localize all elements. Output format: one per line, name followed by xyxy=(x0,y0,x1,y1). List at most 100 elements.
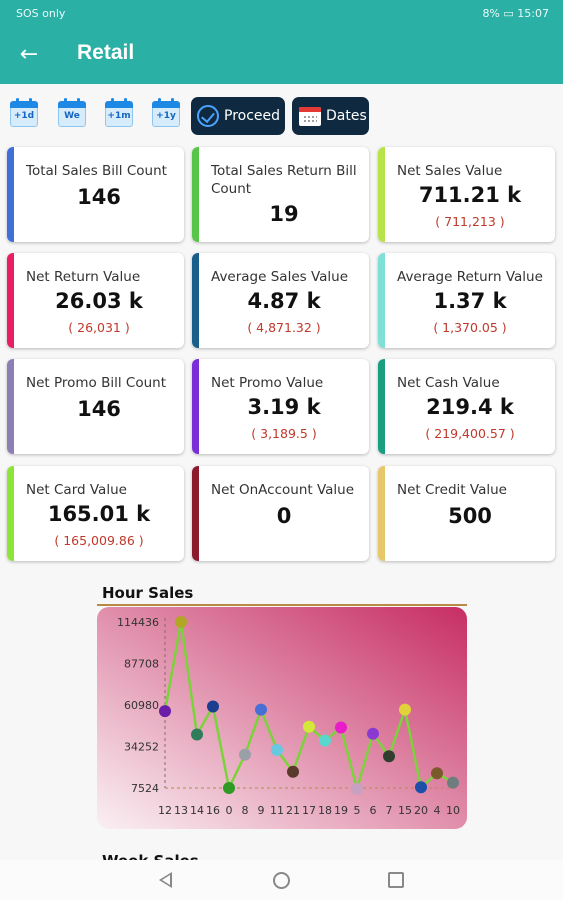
calendar-week-button[interactable]: We xyxy=(58,98,86,128)
x-tick-label: 12 xyxy=(158,804,172,817)
summary-card[interactable]: Net Return Value 26.03 k ( 26,031 ) xyxy=(7,253,184,348)
circle-home-icon[interactable] xyxy=(273,872,290,889)
card-label: Net Promo Value xyxy=(211,375,324,391)
card-label: Net OnAccount Value xyxy=(211,482,355,498)
battery-icon: ▭ xyxy=(503,7,514,20)
data-point[interactable] xyxy=(447,776,459,789)
card-value: 711.21 k xyxy=(418,183,522,207)
calendar-icon xyxy=(152,101,180,108)
card-value: 3.19 k xyxy=(247,395,321,419)
card-exact-value: ( 4,871.32 ) xyxy=(247,320,321,335)
summary-card[interactable]: Total Sales Return Bill Count 19 xyxy=(192,147,369,242)
x-tick-label: 15 xyxy=(398,804,412,817)
system-nav-bar xyxy=(0,860,563,900)
x-tick-label: 18 xyxy=(318,804,332,817)
summary-card[interactable]: Net Cash Value 219.4 k ( 219,400.57 ) xyxy=(378,359,555,454)
summary-card[interactable]: Average Sales Value 4.87 k ( 4,871.32 ) xyxy=(192,253,369,348)
card-value: 4.87 k xyxy=(247,289,321,313)
card-label: Net Cash Value xyxy=(397,375,500,391)
card-value: 146 xyxy=(77,185,121,209)
summary-card[interactable]: Net Credit Value 500 xyxy=(378,466,555,561)
card-accent-bar xyxy=(192,466,199,561)
card-label: Net Promo Bill Count xyxy=(26,375,167,391)
data-point[interactable] xyxy=(175,616,187,628)
calendar-plus-year-button[interactable]: +1y xyxy=(152,98,180,128)
summary-card[interactable]: Total Sales Bill Count 146 xyxy=(7,147,184,242)
card-label: Average Return Value xyxy=(397,269,543,285)
card-accent-bar xyxy=(378,147,385,242)
data-point[interactable] xyxy=(431,767,443,780)
data-point[interactable] xyxy=(159,705,171,718)
calendar-icon xyxy=(10,101,38,108)
summary-card[interactable]: Net Promo Bill Count 146 xyxy=(7,359,184,454)
arrow-left-icon[interactable]: ← xyxy=(19,42,39,67)
data-point[interactable] xyxy=(191,728,203,741)
card-exact-value: ( 26,031 ) xyxy=(68,320,130,335)
card-accent-bar xyxy=(7,253,14,348)
square-recent-icon[interactable] xyxy=(388,872,404,888)
dates-button[interactable]: Dates xyxy=(292,97,369,135)
hour-sales-title: Hour Sales xyxy=(102,584,194,602)
calendar-plus-month-button[interactable]: +1m xyxy=(105,98,133,128)
x-tick-label: 11 xyxy=(270,804,284,817)
calendar-icon xyxy=(105,101,133,108)
x-tick-label: 21 xyxy=(286,804,300,817)
app-bar: ← Retail xyxy=(0,28,563,84)
x-tick-label: 20 xyxy=(414,804,428,817)
card-accent-bar xyxy=(378,466,385,561)
card-value: 0 xyxy=(276,504,292,528)
data-point[interactable] xyxy=(367,727,379,740)
proceed-label: Proceed xyxy=(224,108,281,124)
x-tick-label: 16 xyxy=(206,804,220,817)
check-circle-icon xyxy=(197,105,219,127)
data-point[interactable] xyxy=(223,782,235,794)
data-point[interactable] xyxy=(319,734,331,747)
summary-card[interactable]: Net Sales Value 711.21 k ( 711,213 ) xyxy=(378,147,555,242)
x-tick-label: 17 xyxy=(302,804,316,817)
x-tick-label: 0 xyxy=(226,804,233,817)
data-point[interactable] xyxy=(287,765,299,778)
summary-card[interactable]: Net OnAccount Value 0 xyxy=(192,466,369,561)
card-value: 165.01 k xyxy=(47,502,151,526)
status-right: 8% ▭ 15:07 xyxy=(482,7,549,20)
triangle-back-icon[interactable] xyxy=(159,872,172,888)
card-exact-value: ( 711,213 ) xyxy=(435,214,505,229)
data-point[interactable] xyxy=(239,748,251,761)
card-value: 26.03 k xyxy=(55,289,143,313)
card-label: Net Sales Value xyxy=(397,163,503,179)
hour-sales-chart: 7524 34252 60980 87708 114436 12 13 14 16 0 8 9 11 21… xyxy=(97,604,467,829)
proceed-button[interactable]: Proceed xyxy=(191,97,285,135)
x-tick-label: 6 xyxy=(370,804,377,817)
data-point[interactable] xyxy=(271,743,283,756)
data-point[interactable] xyxy=(303,720,315,733)
data-point[interactable] xyxy=(207,700,219,713)
calendar-plus-day-button[interactable]: +1d xyxy=(10,98,38,128)
x-tick-label: 4 xyxy=(434,804,441,817)
card-accent-bar xyxy=(378,253,385,348)
summary-card[interactable]: Net Card Value 165.01 k ( 165,009.86 ) xyxy=(7,466,184,561)
card-label: Average Sales Value xyxy=(211,269,349,285)
card-value: 146 xyxy=(77,397,121,421)
summary-card[interactable]: Average Return Value 1.37 k ( 1,370.05 ) xyxy=(378,253,555,348)
chart-background xyxy=(97,607,467,829)
summary-card[interactable]: Net Promo Value 3.19 k ( 3,189.5 ) xyxy=(192,359,369,454)
data-point[interactable] xyxy=(383,750,395,763)
y-tick-label: 34252 xyxy=(124,741,159,754)
data-point[interactable] xyxy=(255,703,267,716)
x-tick-label: 7 xyxy=(386,804,393,817)
calendar-icon xyxy=(58,101,86,108)
data-point[interactable] xyxy=(351,782,363,795)
card-label: Total Sales Return Bill Count xyxy=(211,163,357,197)
status-signal-text: SOS only xyxy=(16,7,66,20)
card-accent-bar xyxy=(7,147,14,242)
page-title: Retail xyxy=(77,41,135,64)
card-label: Net Credit Value xyxy=(397,482,507,498)
data-point[interactable] xyxy=(335,721,347,734)
card-accent-bar xyxy=(7,466,14,561)
data-point[interactable] xyxy=(415,781,427,794)
card-exact-value: ( 3,189.5 ) xyxy=(251,426,317,441)
card-value: 500 xyxy=(448,504,492,528)
data-point[interactable] xyxy=(399,703,411,716)
x-tick-label: 9 xyxy=(258,804,265,817)
x-tick-label: 8 xyxy=(242,804,249,817)
